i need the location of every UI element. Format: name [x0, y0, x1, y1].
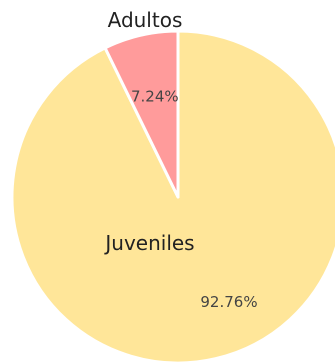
- slice-percent-label-juveniles: 92.76%: [200, 293, 257, 311]
- pie-labels: Juveniles 92.76% Adultos 7.24%: [103, 8, 257, 311]
- pie-slices: [10, 29, 335, 363]
- slice-name-label-juveniles: Juveniles: [103, 231, 194, 255]
- slice-percent-label-adultos: 7.24%: [131, 88, 179, 106]
- slice-name-label-adultos: Adultos: [108, 8, 183, 32]
- pie-slice-adultos: [103, 29, 180, 199]
- pie-slice-juveniles: [10, 29, 335, 363]
